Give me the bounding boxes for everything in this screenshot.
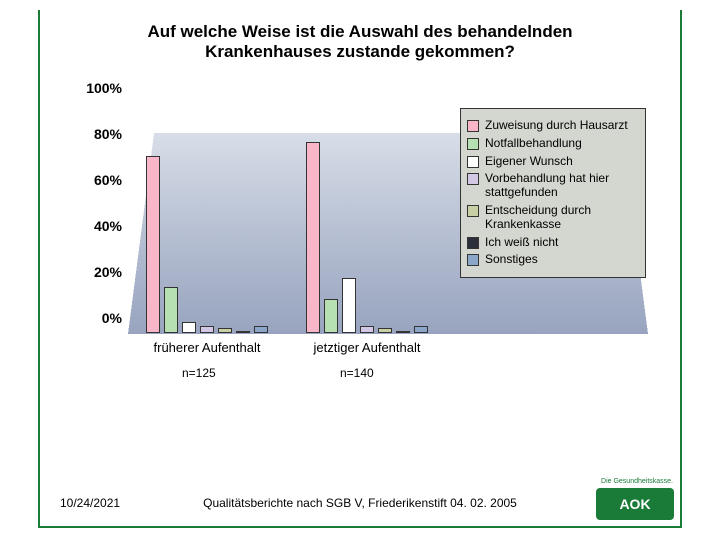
legend-item-weissnicht: Ich weiß nicht [467,236,639,250]
legend-item-vorbehandlung: Vorbehandlung hat hier stattgefunden [467,172,639,200]
legend-label: Vorbehandlung hat hier stattgefunden [485,172,639,200]
y-tick: 100% [86,80,122,96]
y-tick: 0% [102,310,122,326]
legend-swatch [467,205,479,217]
legend-label: Sonstiges [485,253,538,267]
legend-item-krankenkasse: Entscheidung durch Krankenkasse [467,204,639,232]
chart-container: 0%20%40%60%80%100% Zuweisung durch Hausa… [68,96,658,364]
n-label-0: n=125 [182,366,216,380]
slide-title: Auf welche Weise ist die Auswahl des beh… [70,22,650,62]
legend-item-wunsch: Eigener Wunsch [467,155,639,169]
legend: Zuweisung durch Hausarzt Notfallbehandlun… [460,108,646,278]
legend-item-zuweisung: Zuweisung durch Hausarzt [467,119,639,133]
legend-swatch [467,120,479,132]
bar-krankenkasse [378,328,392,333]
legend-swatch [467,138,479,150]
logo-text: AOK [619,496,650,512]
legend-swatch [467,156,479,168]
bar-wunsch [342,278,356,333]
bar-zuweisung [306,142,320,333]
n-label-1: n=140 [340,366,374,380]
y-tick: 60% [94,172,122,188]
y-tick: 20% [94,264,122,280]
title-line-1: Auf welche Weise ist die Auswahl des beh… [70,22,650,42]
category-label: jetztiger Aufenthalt [294,340,440,355]
bar-vorbehandlung [360,326,374,333]
legend-label: Zuweisung durch Hausarzt [485,119,628,133]
legend-swatch [467,237,479,249]
brand-logo: Die Gesundheitskasse. AOK [596,488,674,520]
y-tick: 80% [94,126,122,142]
legend-item-notfall: Notfallbehandlung [467,137,639,151]
legend-item-sonstiges: Sonstiges [467,253,639,267]
legend-swatch [467,173,479,185]
category-label: früherer Aufenthalt [134,340,280,355]
title-line-2: Krankenhauses zustande gekommen? [70,42,650,62]
logo-subtext: Die Gesundheitskasse. [601,478,673,485]
bar-weissnicht [236,331,250,333]
legend-label: Eigener Wunsch [485,155,573,169]
legend-label: Ich weiß nicht [485,236,558,250]
legend-swatch [467,254,479,266]
bar-vorbehandlung [200,326,214,333]
bar-notfall [324,299,338,334]
legend-label: Notfallbehandlung [485,137,582,151]
bar-weissnicht [396,331,410,333]
legend-label: Entscheidung durch Krankenkasse [485,204,639,232]
y-axis: 0%20%40%60%80%100% [68,104,126,334]
y-tick: 40% [94,218,122,234]
bar-sonstiges [414,326,428,333]
bar-notfall [164,287,178,333]
plot-area [128,104,448,334]
bar-sonstiges [254,326,268,333]
bar-zuweisung [146,156,160,333]
bar-wunsch [182,322,196,334]
bar-krankenkasse [218,328,232,333]
